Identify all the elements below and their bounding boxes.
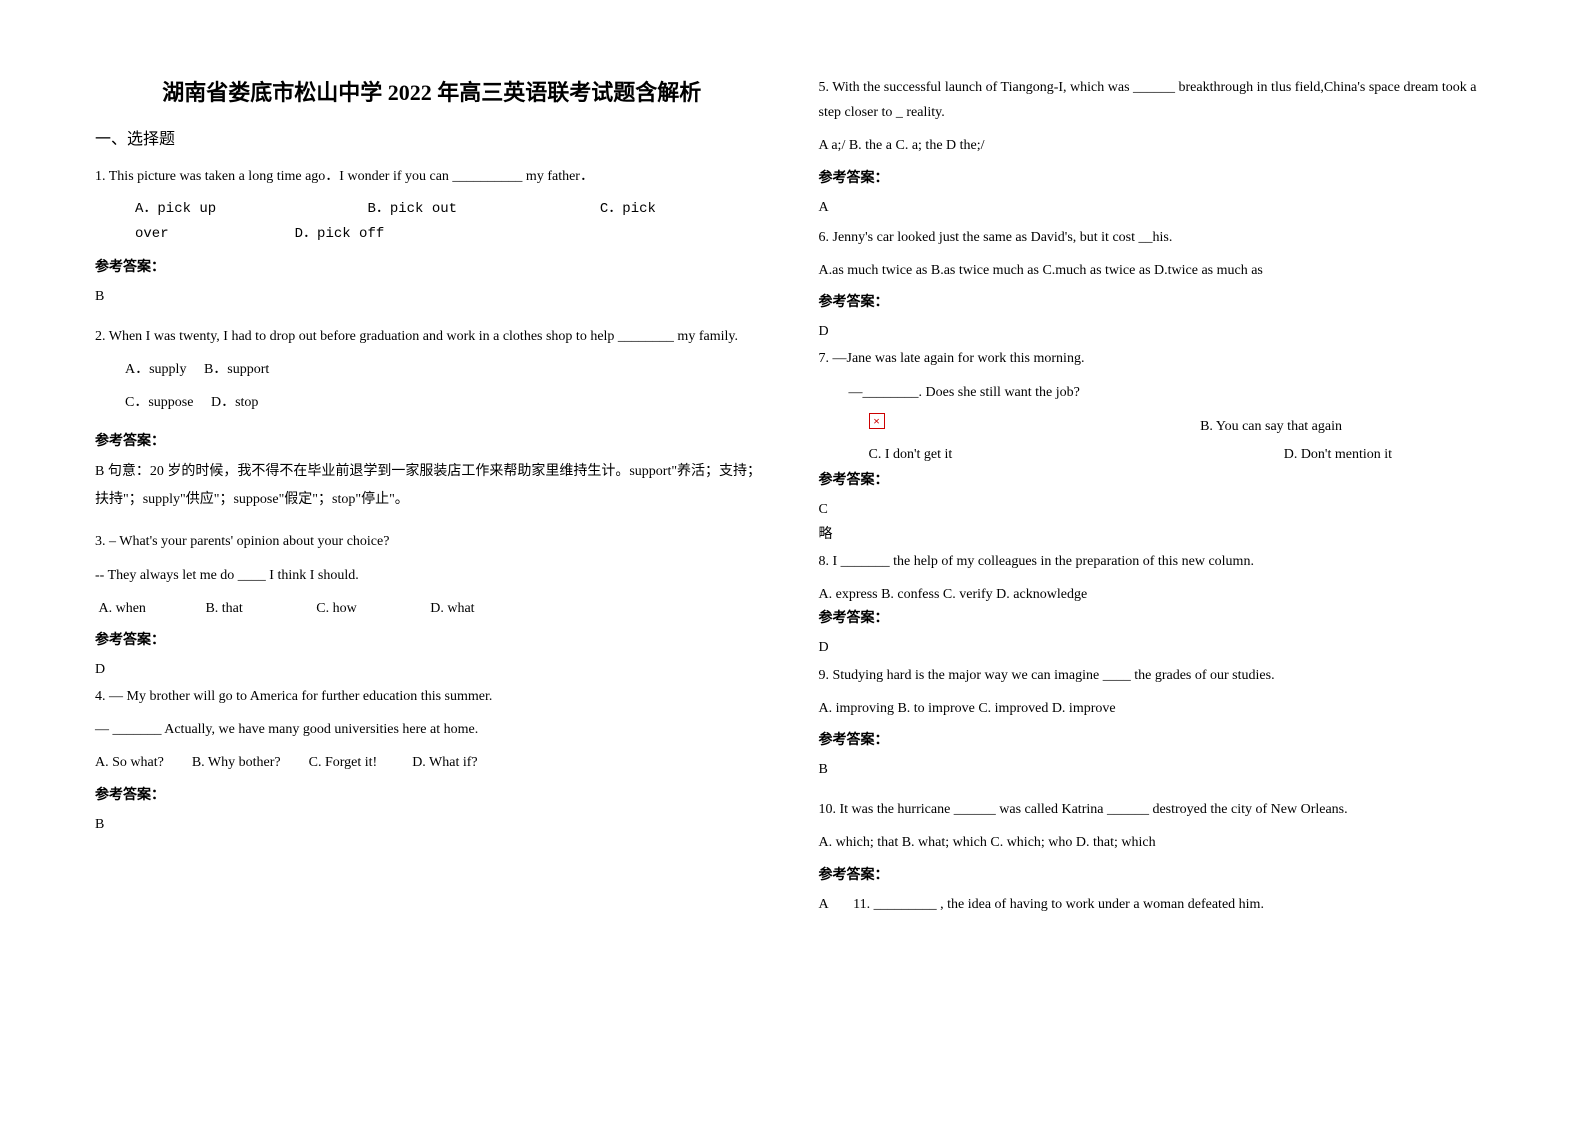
q9-text: 9. Studying hard is the major way we can… (819, 663, 1493, 688)
q2-optB: B．support (204, 362, 269, 377)
q2-answer-label: 参考答案： (95, 430, 769, 450)
q7-options-row1: × B. You can say that again (819, 413, 1493, 441)
q4-optD: D. What if? (412, 755, 477, 770)
q7-text2: —________. Does she still want the job? (819, 380, 1493, 405)
q10-q11-line: A 11. _________ , the idea of having to … (819, 892, 1493, 917)
q4-answer: B (95, 812, 769, 837)
right-column: 5. With the successful launch of Tiangon… (819, 75, 1493, 1047)
q2-options-row1: A．supply B．support (95, 357, 769, 382)
q7-text1: 7. —Jane was late again for work this mo… (819, 346, 1493, 371)
q9-options: A. improving B. to improve C. improved D… (819, 696, 1493, 721)
q6-answer-label: 参考答案： (819, 291, 1493, 311)
q7-optD: D. Don't mention it (1284, 441, 1392, 469)
q3-optD: D. what (430, 601, 474, 616)
q1-optB: B．pick out (367, 201, 457, 217)
q4-answer-label: 参考答案： (95, 784, 769, 804)
q3-optC: C. how (316, 601, 356, 616)
q2-options-row2: C．suppose D．stop (95, 390, 769, 415)
q5-answer-label: 参考答案： (819, 167, 1493, 187)
left-column: 湖南省娄底市松山中学 2022 年高三英语联考试题含解析 一、选择题 1. Th… (95, 75, 769, 1047)
q7-answer-label: 参考答案： (819, 469, 1493, 489)
q7-optB: B. You can say that again (1200, 413, 1342, 441)
q5-options: A a;/ B. the a C. a; the D the;/ (819, 133, 1493, 158)
q8-text: 8. I _______ the help of my colleagues i… (819, 549, 1493, 574)
q10-text: 10. It was the hurricane ______ was call… (819, 797, 1493, 822)
q3-optB: B. that (205, 601, 242, 616)
q3-text2: -- They always let me do ____ I think I … (95, 563, 769, 588)
q10-options: A. which; that B. what; which C. which; … (819, 830, 1493, 855)
q3-optA: A. when (99, 601, 146, 616)
q1-text: 1. This picture was taken a long time ag… (95, 164, 769, 189)
q6-text: 6. Jenny's car looked just the same as D… (819, 225, 1493, 250)
q4-optA: A. So what? (95, 755, 164, 770)
q2-text: 2. When I was twenty, I had to drop out … (95, 324, 769, 349)
q1-answer: B (95, 284, 769, 309)
q4-optC: C. Forget it! (309, 755, 378, 770)
q4-text1: 4. — My brother will go to America for f… (95, 684, 769, 709)
q1-optA: A．pick up (135, 201, 216, 217)
q2-optD: D．stop (211, 395, 258, 410)
q4-options: A. So what? B. Why bother? C. Forget it!… (95, 750, 769, 775)
error-icon: × (869, 413, 885, 429)
q6-answer: D (819, 319, 1493, 344)
document-title: 湖南省娄底市松山中学 2022 年高三英语联考试题含解析 (95, 75, 769, 107)
q3-answer-label: 参考答案： (95, 629, 769, 649)
q10-answer: A (819, 897, 829, 912)
q8-options: A. express B. confess C. verify D. ackno… (819, 582, 1493, 607)
q8-answer-label: 参考答案： (819, 607, 1493, 627)
section-header: 一、选择题 (95, 125, 769, 149)
q6-options: A.as much twice as B.as twice much as C.… (819, 258, 1493, 283)
q11-text: 11. _________ , the idea of having to wo… (853, 897, 1264, 912)
q3-text1: 3. – What's your parents' opinion about … (95, 529, 769, 554)
q9-answer-label: 参考答案： (819, 729, 1493, 749)
q3-options: A. when B. that C. how D. what (95, 596, 769, 621)
q1-answer-label: 参考答案： (95, 256, 769, 276)
q2-optA: A．supply (125, 362, 186, 377)
q5-answer: A (819, 195, 1493, 220)
q1-options: A．pick up B．pick out C．pick over D．pick … (95, 197, 769, 247)
q5-text: 5. With the successful launch of Tiangon… (819, 75, 1493, 125)
q3-answer: D (95, 657, 769, 682)
q8-answer: D (819, 635, 1493, 660)
q1-optD: D．pick off (295, 226, 385, 242)
q2-optC: C．suppose (125, 395, 193, 410)
q10-answer-label: 参考答案： (819, 864, 1493, 884)
q9-answer: B (819, 757, 1493, 782)
q4-optB: B. Why bother? (192, 755, 281, 770)
q2-answer: B 句意：20 岁的时候，我不得不在毕业前退学到一家服装店工作来帮助家里维持生计… (95, 458, 769, 514)
q7-answer1: C (819, 497, 1493, 522)
q7-answer2: 略 (819, 522, 1493, 547)
q7-optC: C. I don't get it (869, 441, 953, 469)
q7-options-row2: C. I don't get it D. Don't mention it (819, 441, 1493, 469)
q4-text2: — _______ Actually, we have many good un… (95, 717, 769, 742)
